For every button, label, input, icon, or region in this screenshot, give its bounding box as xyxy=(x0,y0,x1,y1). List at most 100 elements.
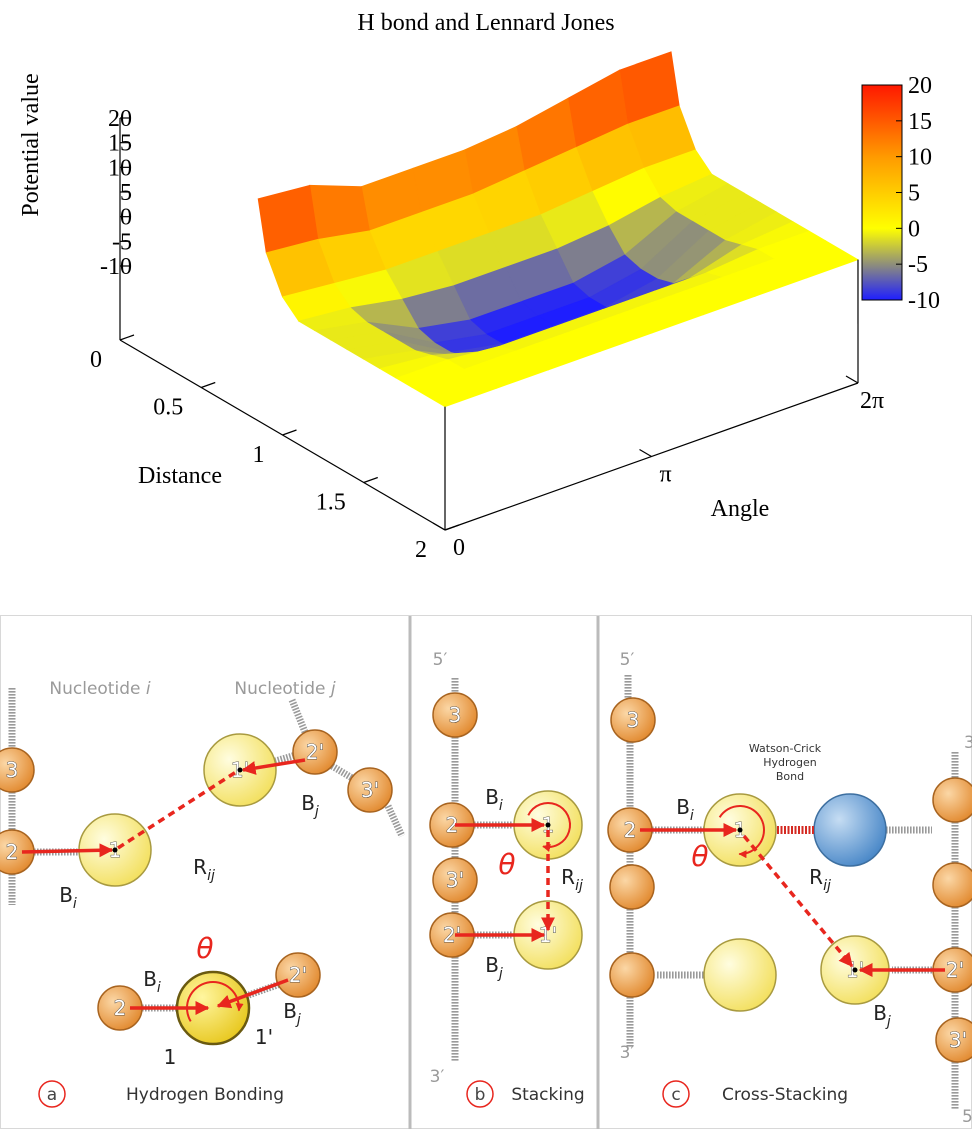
label-main: R xyxy=(809,865,823,889)
bead-center xyxy=(737,827,743,833)
label-main: B xyxy=(873,1001,887,1025)
bead xyxy=(609,864,655,910)
x-axis-title: Distance xyxy=(138,463,222,489)
label-subscript: j xyxy=(313,804,319,820)
angle-arc xyxy=(527,802,571,852)
colorbar-tick-label: 15 xyxy=(908,109,932,135)
colorbar-tick-label: 5 xyxy=(908,181,920,207)
caption-letter: b xyxy=(475,1085,486,1105)
z-axis-title: Potential value xyxy=(18,73,44,216)
z-tick-label: 15 xyxy=(108,131,132,157)
x-tick-label: 2 xyxy=(415,537,427,563)
label: 1 xyxy=(164,1045,177,1069)
angle-label: θ xyxy=(691,840,708,873)
y-tick xyxy=(845,375,859,384)
label-main: Nucleotide xyxy=(49,679,140,699)
colorbar-tick-label: 20 xyxy=(908,73,932,99)
label-main: B xyxy=(485,953,499,977)
x-tick-label: 0.5 xyxy=(153,395,183,421)
label: 5′ xyxy=(433,650,448,670)
colorbar-tick-label: -5 xyxy=(908,252,928,278)
label: Nucleotide i xyxy=(49,679,150,699)
label: Bond xyxy=(776,770,804,783)
label: Bj xyxy=(485,953,503,982)
label-main: B xyxy=(283,999,297,1023)
bead xyxy=(0,747,35,793)
bead xyxy=(703,938,777,1012)
surface-patch xyxy=(411,368,498,408)
label-subscript: i xyxy=(73,896,77,912)
angle-label: θ xyxy=(498,848,515,881)
bead-label: 2 xyxy=(624,818,637,842)
y-axis-title: Angle xyxy=(711,496,770,522)
bead xyxy=(347,767,393,813)
chart-title: H bond and Lennard Jones xyxy=(357,10,614,36)
bead xyxy=(292,729,338,775)
bead-center xyxy=(237,767,243,773)
label-main: B xyxy=(59,883,73,907)
bead-label: 2' xyxy=(289,963,307,987)
bead-center xyxy=(112,847,118,853)
label-subscript: ij xyxy=(823,878,831,894)
bead-center xyxy=(852,967,858,973)
bead-label: 2 xyxy=(446,813,459,837)
colorbar-tick-label: -10 xyxy=(908,288,940,314)
bead-label: 3 xyxy=(627,708,640,732)
colorbar-tick-label: 0 xyxy=(908,216,920,242)
label-main: B xyxy=(301,791,315,815)
label: Nucleotide j xyxy=(234,679,335,699)
surface xyxy=(257,51,859,408)
bead-label: 3' xyxy=(361,778,379,802)
arrow xyxy=(216,978,289,1009)
label-main: R xyxy=(561,865,575,889)
bead-label: 2 xyxy=(114,996,127,1020)
angle-arc xyxy=(718,805,765,859)
caption-text: Stacking xyxy=(511,1085,584,1105)
y-tick xyxy=(432,522,446,531)
label: Bi xyxy=(676,795,694,824)
caption-text: Hydrogen Bonding xyxy=(126,1085,284,1105)
label-main: Nucleotide xyxy=(234,679,325,699)
bead-label: 3' xyxy=(446,868,464,892)
arrow xyxy=(21,843,114,858)
label: Bi xyxy=(143,967,161,996)
bead xyxy=(813,793,887,867)
label-main: R xyxy=(193,855,207,879)
bead xyxy=(432,692,478,738)
label-subscript: i xyxy=(499,798,503,814)
label-main: B xyxy=(485,785,499,809)
label: 1' xyxy=(255,1025,273,1049)
x-tick-label: 0 xyxy=(90,347,102,373)
label-index: i xyxy=(146,679,151,699)
caption-letter: c xyxy=(671,1085,680,1105)
bead-label: 3 xyxy=(6,758,19,782)
label-main: B xyxy=(143,967,157,991)
label-index: j xyxy=(329,679,336,699)
z-tick-label: 20 xyxy=(108,106,132,132)
z-tick-label: 10 xyxy=(108,155,132,181)
bead-label: 2 xyxy=(6,840,19,864)
bead-label: 2' xyxy=(946,958,964,982)
caption-badge xyxy=(466,1080,494,1108)
y-tick-label: 0 xyxy=(453,535,465,561)
z-tick-label: -10 xyxy=(100,254,132,280)
label: 5′ xyxy=(620,650,635,670)
bead-label: 2' xyxy=(306,740,324,764)
label: Bi xyxy=(59,883,77,912)
label-subscript: j xyxy=(885,1014,891,1030)
y-tick-label: 2π xyxy=(860,388,884,414)
caption-text: Cross-Stacking xyxy=(722,1085,848,1105)
caption-badge xyxy=(38,1080,66,1108)
label: Bi xyxy=(485,785,503,814)
label-subscript: j xyxy=(497,966,503,982)
bead xyxy=(610,697,656,743)
label: 3′ xyxy=(620,1043,635,1063)
label: Rij xyxy=(561,865,583,894)
bead-label: 2' xyxy=(443,923,461,947)
bead xyxy=(609,952,655,998)
x-tick xyxy=(363,476,378,484)
x-tick xyxy=(119,334,135,341)
